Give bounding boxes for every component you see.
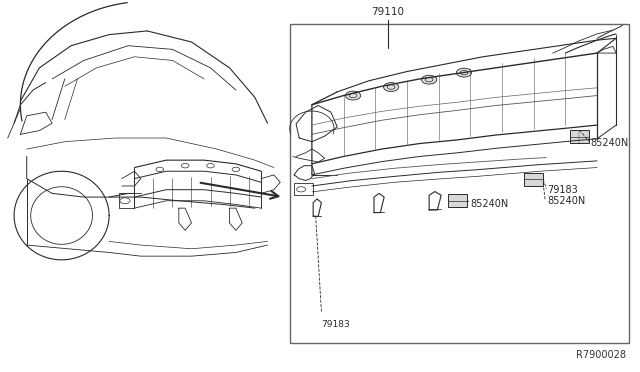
Bar bbox=[118, 193, 134, 208]
Text: 79110: 79110 bbox=[371, 7, 404, 17]
Text: 79183: 79183 bbox=[321, 320, 350, 328]
Circle shape bbox=[346, 91, 361, 100]
Text: R7900028: R7900028 bbox=[575, 350, 625, 359]
Bar bbox=[524, 173, 543, 186]
Text: 85240N: 85240N bbox=[470, 199, 509, 209]
Bar bbox=[448, 194, 467, 208]
Circle shape bbox=[456, 68, 472, 77]
Circle shape bbox=[383, 83, 399, 92]
Bar bbox=[290, 23, 628, 343]
Text: 79183: 79183 bbox=[548, 185, 579, 195]
Bar bbox=[570, 130, 589, 143]
Circle shape bbox=[422, 75, 436, 84]
Text: 85240N: 85240N bbox=[548, 196, 586, 206]
Bar bbox=[294, 183, 313, 195]
Text: 85240N: 85240N bbox=[591, 138, 629, 148]
